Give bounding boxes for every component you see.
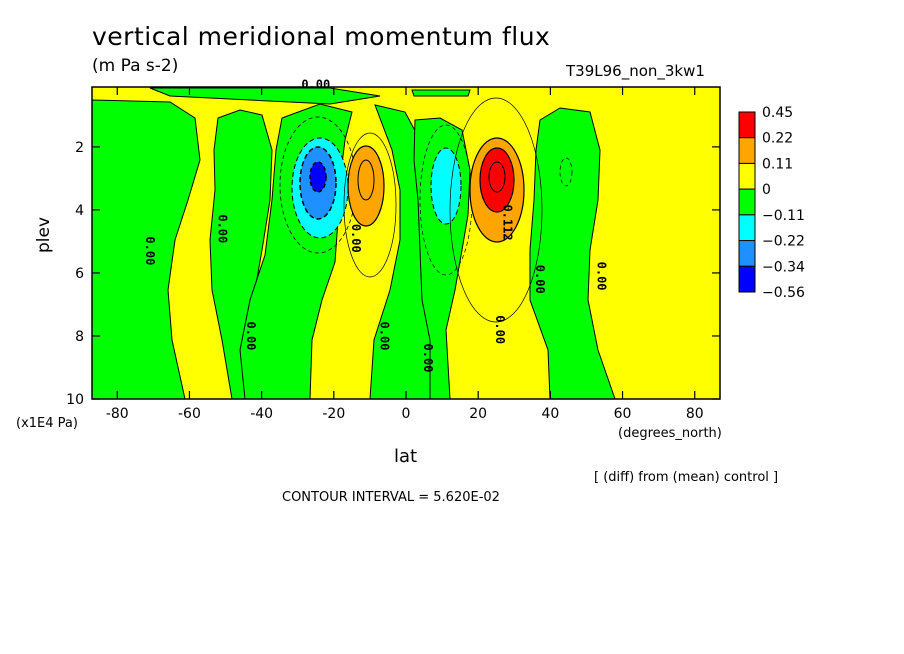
- x-tick-label: -60: [178, 406, 201, 422]
- colorbar-label: −0.56: [762, 285, 805, 301]
- colorbar-label: 0: [762, 182, 771, 198]
- contour-interval: CONTOUR INTERVAL = 5.620E-02: [282, 490, 500, 505]
- colorbar-swatch: [738, 137, 756, 164]
- run-label: T39L96_non_3kw1: [566, 62, 705, 80]
- contour-label: 0.00: [378, 322, 392, 351]
- x-tick-label: 0: [402, 406, 411, 422]
- neg-core-max-south: [309, 161, 327, 193]
- y-tick-label: 4: [75, 203, 84, 219]
- contour-label: 0.00: [594, 262, 608, 291]
- contour-label: 0.00: [143, 236, 157, 265]
- x-tick-label: 60: [614, 406, 632, 422]
- chart-units: (m Pa s-2): [92, 56, 179, 76]
- contour-label: 0.00: [301, 78, 330, 92]
- colorbar-label: −0.11: [762, 208, 805, 224]
- x-axis-ticks: -80 -60 -40 -20 0 20 40 60 80: [106, 87, 704, 422]
- y-axis-unit: (x1E4 Pa): [16, 416, 78, 431]
- colorbar-label: 0.22: [762, 131, 793, 147]
- x-tick-label: -40: [250, 406, 273, 422]
- colorbar-swatch: [738, 111, 756, 139]
- colorbar-swatch: [738, 240, 756, 267]
- contour-label: 0.112: [500, 204, 514, 240]
- colorbar-label: −0.22: [762, 234, 805, 250]
- neg-small-contour-east: [559, 157, 573, 187]
- y-axis-ticks: 2 4 6 8 10: [66, 140, 720, 408]
- colorbar-swatch: [738, 265, 756, 293]
- x-tick-label: 80: [686, 406, 704, 422]
- neg-core-north: [430, 147, 462, 225]
- pos-outer-contour-south: [343, 132, 397, 278]
- colorbar-swatch: [738, 162, 756, 190]
- contour-label: 0.00: [421, 344, 435, 373]
- colorbar-swatch: [738, 214, 756, 242]
- neg-region-top-east: [411, 89, 471, 97]
- pos-inner-contour-north: [488, 161, 506, 193]
- contour-label: 0.00: [493, 315, 507, 344]
- pos-outer-contour-north: [449, 97, 543, 323]
- pos-core-south: [347, 145, 385, 227]
- diff-note: [ (diff) from (mean) control ]: [594, 470, 779, 485]
- x-tick-label: 20: [469, 406, 487, 422]
- x-tick-label: -80: [106, 406, 129, 422]
- contour-label: 0.00: [215, 214, 229, 243]
- y-tick-label: 6: [75, 266, 84, 282]
- colorbar-label: −0.34: [762, 259, 805, 275]
- chart-title: vertical meridional momentum flux: [92, 22, 551, 51]
- colorbar-label: 0.45: [762, 105, 793, 121]
- pos-core-max-north: [479, 147, 515, 213]
- contour-label: 0.00: [349, 224, 363, 253]
- contour-labels: 0.00 0.00 0.00 0.00 0.00 0.00 0.00 0.112 0.00 0.0…: [143, 78, 608, 373]
- y-tick-label: 10: [66, 392, 84, 408]
- neg-region-top: [149, 87, 381, 105]
- x-axis-unit: (degrees_north): [618, 426, 722, 441]
- plot-area: [92, 87, 720, 399]
- neg-region-north-mid: [529, 107, 616, 399]
- x-tick-label: -20: [322, 406, 345, 422]
- colorbar-swatch: [738, 188, 756, 216]
- x-tick-label: 40: [541, 406, 559, 422]
- contour-label: 0.00: [244, 322, 258, 351]
- colorbar-label: 0.11: [762, 156, 793, 172]
- pos-inner-contour-south: [357, 159, 375, 201]
- colorbar: 0.45 0.22 0.11 0 −0.11 −0.22 −0.34 −0.56: [738, 105, 805, 301]
- neg-region-west: [92, 99, 201, 399]
- x-axis-label: lat: [394, 446, 418, 467]
- y-tick-label: 2: [75, 140, 84, 156]
- y-tick-label: 8: [75, 329, 84, 345]
- contour-label: 0.00: [533, 265, 547, 294]
